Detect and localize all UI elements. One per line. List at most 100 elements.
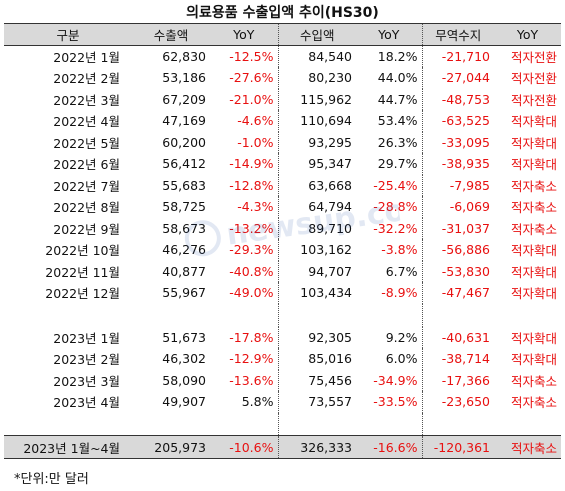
header-export-yoy: YoY — [210, 23, 278, 46]
table-row: 2022년 11월 40,877 -40.8% 94,707 6.7% -53,830 적자… — [4, 260, 561, 282]
cell-status: 적자축소 — [494, 435, 561, 459]
cell-period: 2023년 1월~4월 — [4, 435, 132, 459]
cell-import: 326,333 — [277, 435, 356, 459]
table-row: 2022년 2월 53,186 -27.6% 80,230 44.0% -27,044 적자… — [4, 67, 561, 89]
cell-period: 2022년 8월 — [53, 200, 120, 216]
cell-import-yoy: 26.3% — [377, 134, 418, 150]
cell-balance: -33,095 — [421, 131, 494, 153]
cell-period: 2022년 7월 — [53, 178, 120, 194]
cell-export: 56,412 — [162, 156, 206, 172]
cell-status: 적자확대 — [510, 243, 557, 259]
cell-status: 적자확대 — [510, 352, 557, 368]
cell-export: 53,186 — [162, 70, 206, 86]
header-export: 수출액 — [132, 23, 210, 46]
header-balance-yoy: YoY — [494, 23, 561, 46]
cell-balance: -23,650 — [421, 391, 494, 413]
cell-export-yoy: -4.6% — [237, 113, 274, 129]
cell-export-yoy: -27.6% — [229, 70, 274, 86]
cell-export: 51,673 — [162, 329, 206, 345]
table-row: 2023년 4월 49,907 5.8% 73,557 -33.5% -23,650 적자축… — [4, 391, 561, 413]
table-row: 2022년 3월 67,209 -21.0% 115,962 44.7% -48,753 적… — [4, 88, 561, 110]
cell-export-yoy: -40.8% — [229, 263, 274, 279]
cell-period: 2022년 1월 — [53, 50, 120, 65]
cell-balance: -38,935 — [421, 153, 494, 175]
cell-period: 2023년 3월 — [53, 373, 120, 389]
spacer-cell — [356, 304, 422, 327]
header-balance: 무역수지 — [421, 23, 494, 46]
cell-balance: -53,830 — [421, 260, 494, 282]
spacer-cell — [4, 304, 132, 327]
cell-status: 적자확대 — [510, 135, 557, 151]
cell-period: 2022년 9월 — [53, 221, 120, 237]
cell-import-yoy: 6.7% — [385, 263, 418, 279]
cell-import: 94,707 — [277, 260, 356, 282]
cell-import-yoy: 29.7% — [377, 156, 418, 172]
cell-status: 적자축소 — [510, 221, 557, 237]
header-import: 수입액 — [277, 23, 356, 46]
cell-import: 84,540 — [277, 45, 356, 67]
cell-period: 2022년 4월 — [53, 114, 120, 130]
cell-balance: -38,714 — [421, 348, 494, 370]
cell-status: 적자축소 — [510, 395, 557, 411]
cell-balance: -27,044 — [421, 67, 494, 89]
cell-period: 2022년 11월 — [45, 264, 120, 280]
cell-export: 49,907 — [162, 394, 206, 410]
table-row: 2022년 8월 58,725 -4.3% 64,794 -28.8% -6,069 적자축… — [4, 196, 561, 218]
cell-import: 85,016 — [277, 348, 356, 370]
cell-export-yoy: -10.6% — [210, 435, 278, 459]
cell-export-yoy: -4.3% — [237, 199, 274, 215]
cell-export-yoy: -49.0% — [229, 285, 274, 301]
table-row: 2022년 4월 47,169 -4.6% 110,694 53.4% -63,525 적자… — [4, 110, 561, 132]
table-row: 2022년 12월 55,967 -49.0% 103,434 -8.9% -47,467… — [4, 282, 561, 304]
cell-export-yoy: -12.9% — [229, 351, 274, 367]
trade-table: 구분 수출액 YoY 수입액 YoY 무역수지 YoY 2022년 1월 62,8… — [4, 23, 561, 459]
cell-period: 2022년 10월 — [45, 243, 120, 259]
cell-export-yoy: -12.8% — [229, 177, 274, 193]
cell-export: 55,683 — [162, 177, 206, 193]
cell-import: 89,710 — [277, 217, 356, 239]
cell-status: 적자축소 — [510, 200, 557, 216]
cell-import-yoy: 44.0% — [377, 70, 418, 86]
cell-export-yoy: -12.5% — [229, 49, 274, 64]
cell-import: 93,295 — [277, 131, 356, 153]
cell-balance: -17,366 — [421, 369, 494, 391]
table-row: 2022년 5월 60,200 -1.0% 93,295 26.3% -33,095 적자확… — [4, 131, 561, 153]
cell-export-yoy: -13.6% — [229, 372, 274, 388]
cell-status: 적자전환 — [510, 92, 557, 108]
cell-period: 2022년 2월 — [53, 71, 120, 87]
spacer-cell — [421, 303, 494, 327]
spacer-row — [4, 303, 561, 327]
spacer-row — [4, 412, 561, 436]
cell-period: 2022년 3월 — [53, 92, 120, 108]
spacer-cell — [132, 304, 210, 327]
header-row: 구분 수출액 YoY 수입액 YoY 무역수지 YoY — [4, 23, 561, 46]
table-row: 2022년 1월 62,830 -12.5% 84,540 18.2% -21,710 적자… — [4, 45, 561, 67]
header-import-yoy: YoY — [356, 23, 422, 46]
cell-export-yoy: -29.3% — [229, 242, 274, 258]
cell-export-yoy: -14.9% — [229, 156, 274, 172]
cell-export: 60,200 — [162, 134, 206, 150]
cell-export-yoy: -1.0% — [237, 134, 274, 150]
cell-import-yoy: -34.9% — [373, 372, 418, 388]
cell-balance: -56,886 — [421, 239, 494, 261]
spacer-cell — [421, 412, 494, 436]
cell-status: 적자확대 — [510, 264, 557, 280]
cell-export-yoy: -21.0% — [229, 91, 274, 107]
cell-period: 2023년 2월 — [53, 352, 120, 368]
cell-import-yoy: -33.5% — [373, 394, 418, 410]
cell-balance: -21,710 — [421, 45, 494, 67]
cell-import: 95,347 — [277, 153, 356, 175]
cell-export-yoy: 5.8% — [241, 394, 274, 410]
cell-import-yoy: -32.2% — [373, 220, 418, 236]
cell-status: 적자축소 — [510, 373, 557, 389]
cell-import: 115,962 — [277, 88, 356, 110]
cell-export-yoy: -13.2% — [229, 220, 274, 236]
cell-status: 적자전환 — [510, 71, 557, 87]
cell-balance: -40,631 — [421, 326, 494, 348]
spacer-cell — [132, 413, 210, 436]
cell-export: 58,673 — [162, 220, 206, 236]
cell-import-yoy: -3.8% — [381, 242, 418, 258]
spacer-cell — [356, 413, 422, 436]
cell-import: 92,305 — [277, 326, 356, 348]
cell-import: 80,230 — [277, 67, 356, 89]
